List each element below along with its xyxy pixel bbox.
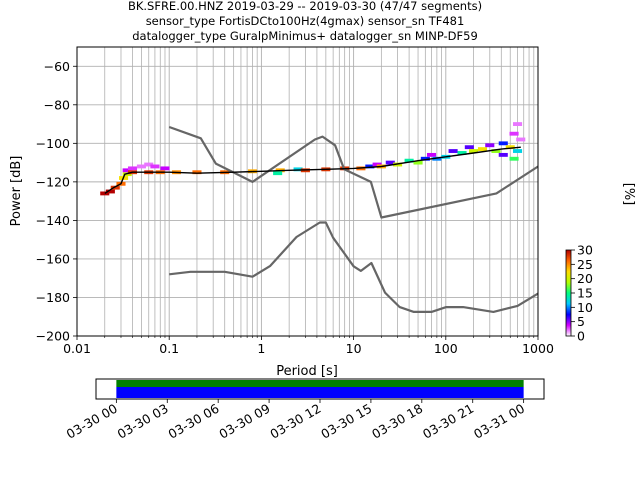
psd-cell xyxy=(105,189,115,194)
colorbar-tick-label: 20 xyxy=(577,271,593,286)
psd-cell xyxy=(448,149,458,153)
psd-cell xyxy=(273,171,283,176)
y-axis-label: Power [dB] xyxy=(9,156,24,227)
psd-cell xyxy=(293,167,303,172)
psd-cell xyxy=(413,160,423,165)
title-line-2: sensor_type FortisDCto100Hz(4gmax) senso… xyxy=(146,14,465,28)
title-line-1: BK.SFRE.00.HNZ 2019-03-29 -- 2019-03-30 … xyxy=(128,0,482,13)
x-axis-ticks: 0.01 0.1 1 10 100 1000 xyxy=(63,336,554,356)
psd-cell xyxy=(365,164,375,169)
psd-cell xyxy=(136,164,146,169)
psd-plot: 0.01 0.1 1 10 100 1000 −200 −180 −160 −140 −120 −1… xyxy=(9,46,554,379)
psd-cell xyxy=(192,170,202,175)
plot-frame xyxy=(76,46,539,337)
psd-cell xyxy=(513,122,523,126)
psd-cell xyxy=(509,156,519,161)
psd-cell xyxy=(122,168,132,173)
x-tick-label: 0.1 xyxy=(159,341,179,356)
y-tick-label: −80 xyxy=(44,97,70,112)
chart-title: BK.SFRE.00.HNZ 2019-03-29 -- 2019-03-30 … xyxy=(128,0,482,43)
coverage-tick-label: 03-30 21 xyxy=(420,401,476,442)
coverage-tick-label: 03-30 06 xyxy=(166,401,222,442)
y-tick-label: −200 xyxy=(36,329,70,344)
psd-cell xyxy=(505,145,515,150)
y-tick-label: −60 xyxy=(44,59,70,74)
x-tick-label: 1000 xyxy=(522,341,554,356)
x-tick-label: 1 xyxy=(257,341,265,356)
coverage-tick-label: 03-30 03 xyxy=(115,401,171,442)
noise-model-line-2 xyxy=(169,221,539,313)
psd-cell xyxy=(100,191,110,196)
x-tick-label: 100 xyxy=(434,341,458,356)
psd-cell xyxy=(385,160,395,165)
psd-cell xyxy=(469,149,479,153)
colorbar-tick-label: 15 xyxy=(577,286,593,301)
y-tick-label: −160 xyxy=(36,251,70,266)
x-tick-label: 10 xyxy=(346,341,362,356)
psd-cell xyxy=(498,152,508,157)
psd-cell xyxy=(160,166,170,171)
x-axis-label: Period [s] xyxy=(276,364,338,379)
colorbar-tick-label: 5 xyxy=(577,314,585,329)
y-tick-label: −140 xyxy=(36,213,70,228)
coverage-tick-label: 03-31 00 xyxy=(471,401,527,442)
psd-cell xyxy=(127,166,138,171)
psd-cell xyxy=(110,185,120,190)
psd-cell xyxy=(426,152,437,157)
noise-models xyxy=(168,125,539,313)
psd-cell xyxy=(464,145,474,150)
psd-cell xyxy=(420,156,430,161)
coverage-tick-label: 03-30 09 xyxy=(216,401,272,442)
colorbar-tick-label: 25 xyxy=(577,257,593,272)
psd-cell xyxy=(513,149,523,153)
mode-curve xyxy=(104,146,521,194)
coverage-bars xyxy=(116,380,524,398)
y-tick-label: −100 xyxy=(36,136,70,151)
psd-cell xyxy=(457,151,467,155)
psd-cell xyxy=(485,143,495,148)
x-tick-label: 0.01 xyxy=(63,341,91,356)
coverage-tick-label: 03-30 15 xyxy=(318,401,374,442)
psd-cell xyxy=(498,141,508,146)
psd-cell xyxy=(509,131,519,136)
colorbar-tick-label: 30 xyxy=(577,243,593,258)
psd-cell xyxy=(491,149,501,153)
y-axis-ticks: −200 −180 −160 −140 −120 −100 −80 −60 xyxy=(36,59,77,344)
colorbar-label: [%] xyxy=(621,183,636,206)
y-tick-label: −180 xyxy=(36,290,70,305)
psd-cell xyxy=(404,158,414,163)
coverage-tick-label: 03-30 18 xyxy=(369,401,425,442)
colorbar-tick-label: 0 xyxy=(577,329,585,344)
psd-cell xyxy=(144,162,154,167)
title-line-3: datalogger_type GuralpMinimus+ datalogge… xyxy=(132,29,478,43)
coverage-tick-label: 03-30 00 xyxy=(64,401,120,442)
colorbar-gradient xyxy=(565,249,572,337)
psd-cell xyxy=(150,164,160,169)
psd-cell xyxy=(516,137,526,142)
mode-line xyxy=(104,146,521,194)
coverage-bar-used xyxy=(116,387,524,398)
noise-model-line-1 xyxy=(168,125,539,219)
coverage-tick-label: 03-30 12 xyxy=(267,401,323,442)
grid xyxy=(77,47,538,336)
y-tick-label: −120 xyxy=(36,174,70,189)
psd-cell xyxy=(477,147,488,152)
coverage-bar-available xyxy=(116,380,524,387)
colorbar-tick-label: 10 xyxy=(577,300,593,315)
plot-area xyxy=(77,47,538,336)
